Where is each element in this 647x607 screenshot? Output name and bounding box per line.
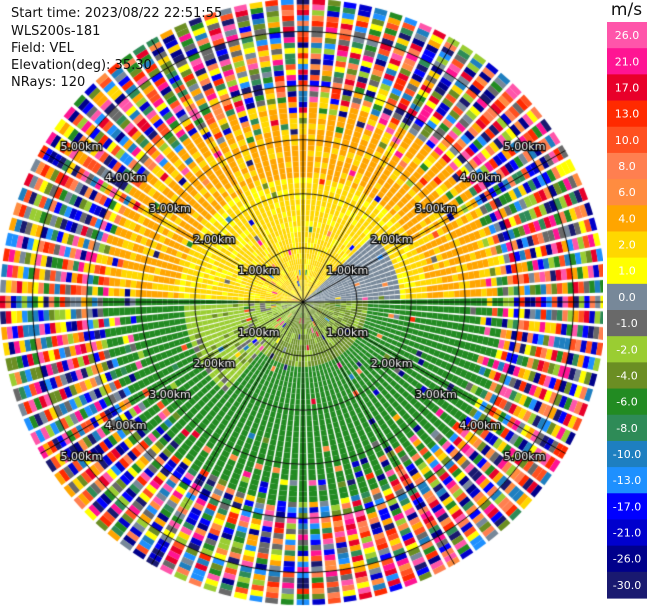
colorbar-tick-label: -2.0 — [616, 343, 637, 356]
colorbar-tick-label: -8.0 — [616, 422, 637, 435]
colorbar-swatch — [607, 283, 647, 311]
colorbar-swatch — [607, 336, 647, 363]
colorbar-tick-label: 1.0 — [618, 265, 636, 278]
colorbar-tick-label: -4.0 — [616, 369, 637, 382]
colorbar-tick-label: -21.0 — [613, 527, 641, 540]
colorbar-swatch — [607, 519, 647, 547]
elevation-label: Elevation(deg): 35.30 — [11, 58, 152, 73]
colorbar-tick-label: -17.0 — [613, 500, 641, 513]
colorbar-swatch — [607, 48, 647, 75]
colorbar-tick-label: -26.0 — [613, 553, 641, 566]
colorbar-unit-label: m/s — [610, 0, 643, 20]
colorbar-swatch — [607, 205, 647, 233]
colorbar-tick-label: -13.0 — [613, 474, 641, 487]
colorbar-swatch — [607, 467, 647, 494]
instrument-label: WLS200s-181 — [11, 24, 101, 39]
colorbar-swatch — [607, 22, 647, 49]
field-label: Field: VEL — [11, 41, 74, 56]
colorbar-tick-label: 2.0 — [618, 239, 636, 252]
colorbar-swatch — [607, 257, 647, 285]
colorbar-swatch — [607, 571, 647, 599]
colorbar-swatch — [607, 414, 647, 442]
colorbar-tick-label: 26.0 — [615, 29, 640, 42]
colorbar-swatch — [607, 152, 647, 180]
colorbar-swatch — [607, 388, 647, 416]
colorbar-tick-label: 4.0 — [618, 212, 636, 225]
colorbar-swatch — [607, 126, 647, 154]
colorbar-swatch — [607, 440, 647, 468]
colorbar-tick-label: 17.0 — [615, 81, 640, 94]
colorbar-swatch — [607, 179, 647, 206]
colorbar-tick-label: 13.0 — [615, 108, 640, 121]
colorbar-tick-label: 21.0 — [615, 55, 640, 68]
colorbar-tick-label: -10.0 — [613, 448, 641, 461]
nrays-label: NRays: 120 — [11, 75, 86, 90]
colorbar-swatch — [607, 362, 647, 390]
colorbar-swatch — [607, 310, 647, 337]
colorbar-tick-label: -30.0 — [613, 579, 641, 592]
colorbar-tick-label: -6.0 — [616, 396, 637, 409]
colorbar-tick-label: 10.0 — [615, 134, 640, 147]
colorbar-tick-label: 6.0 — [618, 186, 636, 199]
colorbar-swatch — [607, 231, 647, 259]
colorbar-swatch — [607, 100, 647, 128]
colorbar: 26.0 21.0 17.0 13.0 10.0 8.0 6.0 4.0 2.0 1.0 0.0 -1… — [607, 22, 647, 599]
colorbar-swatch — [607, 74, 647, 102]
colorbar-swatch — [607, 545, 647, 573]
colorbar-tick-label: 0.0 — [618, 291, 636, 304]
colorbar-tick-label: -1.0 — [616, 317, 637, 330]
ppi-plot — [0, 0, 603, 607]
colorbar-tick-label: 8.0 — [618, 160, 636, 173]
colorbar-swatch — [607, 493, 647, 521]
start-time-label: Start time: 2023/08/22 22:51:55 — [11, 6, 223, 21]
